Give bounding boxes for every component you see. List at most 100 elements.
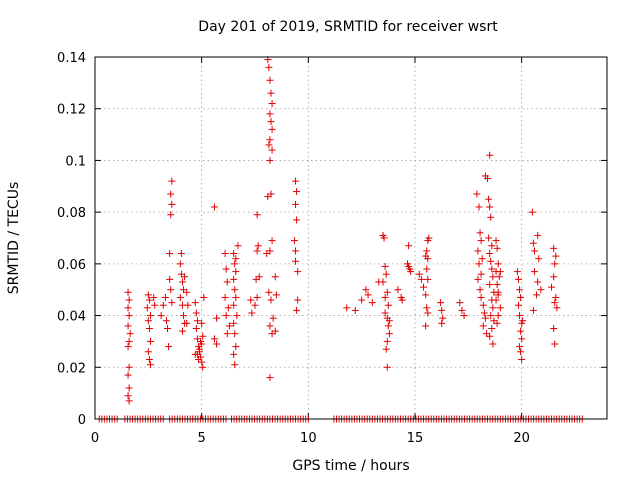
data-point	[167, 190, 175, 198]
data-point	[487, 257, 495, 265]
data-point	[265, 288, 273, 296]
data-point	[439, 314, 447, 322]
data-point	[379, 278, 387, 286]
x-tick-label: 10	[300, 431, 317, 446]
data-point	[458, 306, 466, 314]
data-point	[382, 270, 390, 278]
data-point	[210, 203, 218, 211]
data-point	[177, 250, 185, 258]
data-point	[292, 200, 300, 208]
data-point	[230, 275, 238, 283]
data-point	[495, 273, 503, 281]
data-point	[213, 340, 221, 348]
data-point	[553, 304, 561, 312]
data-point	[166, 275, 174, 283]
data-point	[530, 247, 538, 255]
data-point	[234, 242, 242, 250]
data-point	[423, 265, 431, 273]
data-point	[161, 293, 169, 301]
data-point	[424, 255, 432, 263]
data-point	[475, 260, 483, 268]
data-point	[266, 110, 274, 118]
data-point	[385, 317, 393, 325]
data-point	[145, 356, 153, 364]
data-point	[481, 314, 489, 322]
data-point	[210, 335, 218, 343]
data-point	[183, 288, 191, 296]
data-point	[294, 296, 302, 304]
data-point	[251, 301, 259, 309]
data-point	[514, 275, 522, 283]
data-point	[124, 392, 132, 400]
data-point	[380, 234, 388, 242]
data-point	[191, 299, 199, 307]
data-point	[477, 293, 485, 301]
data-point	[248, 309, 256, 317]
data-point	[422, 322, 430, 330]
data-point	[517, 327, 525, 335]
data-point	[438, 306, 446, 314]
y-tick-label: 0.06	[57, 258, 86, 273]
data-point	[383, 363, 391, 371]
data-point	[293, 187, 301, 195]
data-point	[181, 273, 189, 281]
y-tick-label: 0.12	[57, 103, 86, 118]
data-point	[266, 374, 274, 382]
data-point	[151, 301, 159, 309]
data-point	[192, 309, 200, 317]
data-point	[486, 281, 494, 289]
data-point	[293, 306, 301, 314]
y-tick-label: 0.04	[57, 310, 86, 325]
data-point	[271, 327, 279, 335]
data-point	[517, 293, 525, 301]
data-point	[477, 270, 485, 278]
data-point	[487, 213, 495, 221]
data-point	[517, 348, 525, 356]
data-point	[145, 325, 153, 332]
data-point	[529, 239, 537, 247]
plot-frame	[94, 56, 608, 420]
data-point	[231, 286, 239, 294]
data-point	[145, 296, 153, 304]
data-point	[383, 337, 391, 345]
chart-title: Day 201 of 2019, SRMTID for receiver wsr…	[198, 19, 498, 35]
data-point	[168, 200, 176, 208]
data-point	[415, 270, 423, 278]
data-point	[267, 118, 275, 126]
data-point	[480, 309, 488, 317]
data-point	[534, 278, 542, 286]
data-point	[144, 291, 152, 299]
data-point	[125, 363, 133, 371]
data-point	[197, 337, 205, 345]
data-point	[267, 296, 275, 304]
data-point	[292, 257, 300, 265]
data-point	[486, 151, 494, 159]
data-point	[266, 76, 274, 84]
data-point	[146, 361, 154, 369]
data-point	[528, 208, 536, 216]
data-point	[420, 283, 428, 291]
data-point	[263, 250, 271, 258]
data-point	[292, 177, 300, 185]
data-point	[550, 273, 558, 281]
data-point	[266, 322, 274, 330]
data-point	[485, 234, 493, 242]
y-axis-label: SRMTID / TECUs	[6, 182, 22, 295]
data-point	[474, 275, 482, 283]
data-point	[271, 273, 279, 281]
data-point	[184, 301, 192, 309]
data-point	[488, 325, 496, 332]
y-tick-labels: 0 0.02 0.04 0.06 0.08 0.1 0.12 0.14	[57, 51, 86, 428]
data-point	[489, 273, 497, 281]
data-point	[529, 306, 537, 314]
data-point	[143, 304, 151, 312]
data-point	[230, 319, 238, 327]
data-point	[221, 293, 229, 301]
data-point	[417, 275, 425, 283]
x-tick-label: 5	[198, 431, 206, 446]
data-point	[180, 312, 188, 320]
data-point	[486, 332, 494, 340]
grid-lines	[95, 57, 607, 419]
data-point	[423, 304, 431, 312]
